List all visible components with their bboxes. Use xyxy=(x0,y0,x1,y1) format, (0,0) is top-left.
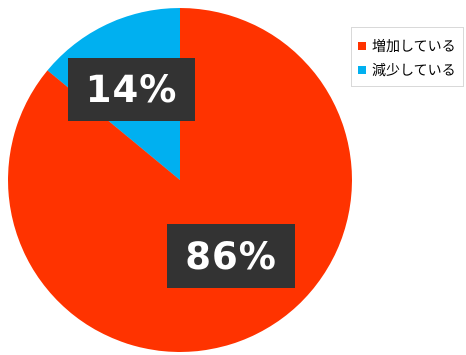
legend-swatch-decreasing xyxy=(358,66,366,74)
data-label-increasing: 86% xyxy=(167,224,295,288)
legend: 増加している 減少している xyxy=(351,27,464,87)
legend-item-increasing: 増加している xyxy=(358,34,459,58)
legend-label-decreasing: 減少している xyxy=(372,63,456,79)
data-label-decreasing: 14% xyxy=(68,58,195,121)
legend-item-decreasing: 減少している xyxy=(358,58,459,82)
legend-label-increasing: 増加している xyxy=(372,39,456,55)
legend-swatch-increasing xyxy=(358,42,366,50)
